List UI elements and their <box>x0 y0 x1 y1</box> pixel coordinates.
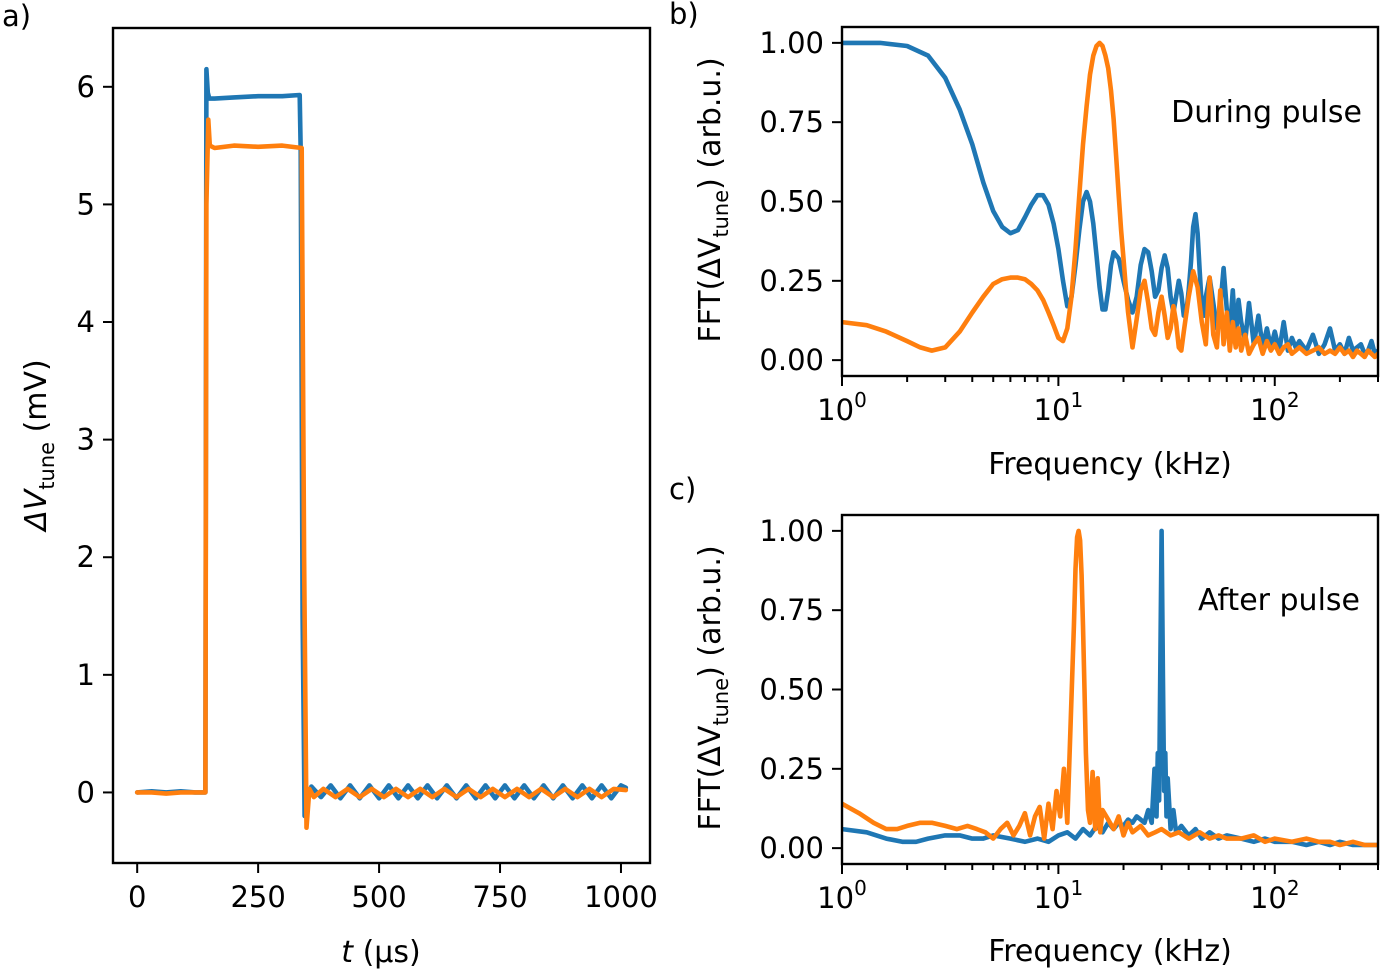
panel-c-annotation: After pulse <box>1198 583 1360 618</box>
panel-b-tick-layer: 100 101 102 0.00 0.25 0.50 0.75 1.00 <box>759 26 1379 427</box>
panel-c-y-tick-label: 0.75 <box>759 593 824 627</box>
panel-a-x-tick-label: 1000 <box>584 880 658 914</box>
panel-a-series-layer <box>134 66 629 830</box>
panel-a-letter: a) <box>2 0 31 33</box>
panel-a-y-tick-label: 4 <box>77 305 95 339</box>
panel-c: c) 100 101 102 0.00 0.25 0.50 0.75 1.00 After p… <box>669 472 1380 969</box>
panel-a-series-1-line <box>134 66 629 819</box>
panel-c-x-tick-label: 101 <box>1034 876 1084 915</box>
panel-b-y-tick-label: 0.00 <box>759 343 824 377</box>
panel-b-y-tick-label: 0.50 <box>759 185 824 219</box>
panel-b-x-axis-label: Frequency (kHz) <box>988 447 1232 482</box>
panel-b-annotation: During pulse <box>1171 95 1362 130</box>
panel-c-x-axis-label: Frequency (kHz) <box>988 934 1232 969</box>
panel-a-y-tick-label: 0 <box>77 775 95 809</box>
panel-a-x-tick-label: 750 <box>472 880 527 914</box>
panel-a-y-tick-label: 2 <box>77 540 95 574</box>
panel-a-x-tick-label: 0 <box>128 880 146 914</box>
panel-b: b) 100 101 102 0.00 0.25 0.50 0.75 1.00 During … <box>669 0 1380 482</box>
panel-b-y-tick-label: 0.25 <box>759 264 824 298</box>
panel-b-y-tick-label: 0.75 <box>759 105 824 139</box>
panel-a-x-axis-label: t (µs) <box>341 935 420 970</box>
panel-a-plot-frame <box>111 26 652 865</box>
panel-a-series-2-line <box>134 117 629 830</box>
panel-a-x-tick-label: 250 <box>230 880 285 914</box>
panel-c-y-axis-label: FFT(ΔVtune) (arb.u.) <box>693 545 733 830</box>
panel-c-y-tick-label: 0.00 <box>759 831 824 865</box>
panel-c-series-2-line <box>842 528 1378 848</box>
panel-a-x-tick-label: 500 <box>351 880 406 914</box>
panel-b-x-tick-label: 102 <box>1250 388 1300 427</box>
panel-b-series-layer <box>842 40 1378 360</box>
panel-a-tick-layer: 0 250 500 750 1000 0 1 2 3 4 5 6 <box>77 70 658 914</box>
panel-c-y-tick-label: 0.50 <box>759 673 824 707</box>
panel-b-letter: b) <box>669 0 699 31</box>
panel-c-series-1-line <box>842 528 1378 848</box>
panel-c-x-tick-label: 102 <box>1250 876 1300 915</box>
panel-b-plot-frame <box>840 25 1380 378</box>
panel-b-y-axis-label: FFT(ΔVtune) (arb.u.) <box>693 57 733 342</box>
panel-a-y-tick-label: 6 <box>77 70 95 104</box>
panel-a: a) 0 250 500 750 1000 0 1 2 3 4 5 6 t (µs) ΔVtune (… <box>2 0 658 970</box>
panel-a-y-tick-label: 1 <box>77 658 95 692</box>
panel-b-series-1-line <box>842 40 1378 357</box>
panel-a-y-tick-label: 3 <box>77 423 95 457</box>
panel-b-x-tick-label: 100 <box>817 388 867 427</box>
panel-c-y-tick-label: 1.00 <box>759 514 824 548</box>
panel-a-y-axis-label: ΔVtune (mV) <box>19 359 59 533</box>
panel-c-x-tick-label: 100 <box>817 876 867 915</box>
panel-c-series-layer <box>842 528 1378 848</box>
panel-c-y-tick-label: 0.25 <box>759 752 824 786</box>
panel-c-tick-layer: 100 101 102 0.00 0.25 0.50 0.75 1.00 <box>759 514 1379 915</box>
panel-a-y-tick-label: 5 <box>77 187 95 221</box>
panel-b-series-2-line <box>842 40 1378 360</box>
panel-b-x-tick-label: 101 <box>1034 388 1084 427</box>
panel-c-plot-frame <box>840 513 1380 866</box>
panel-c-letter: c) <box>669 472 696 506</box>
panel-b-y-tick-label: 1.00 <box>759 26 824 60</box>
